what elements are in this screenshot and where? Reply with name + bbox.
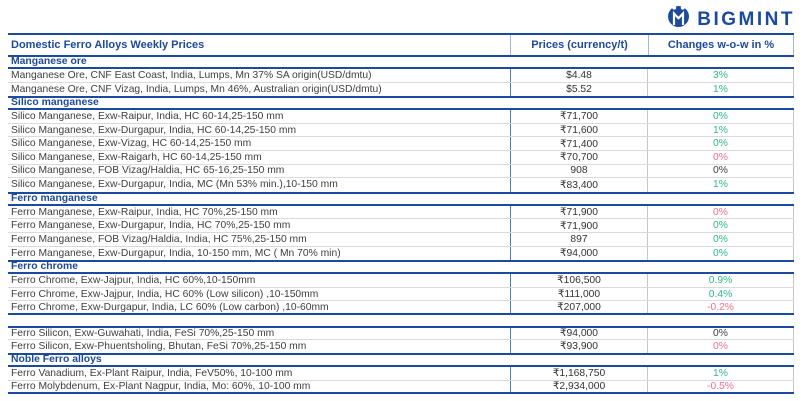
row-label: Ferro Manganese, FOB Vizag/Haldia, India…: [11, 233, 307, 245]
table-row: Ferro Silicon, Exw-Phuentsholing, Bhutan…: [8, 339, 794, 354]
row-label: Silico Manganese, Exw-Raigarh, HC 60-14,…: [11, 151, 262, 163]
section-header-silico-manganese: Silico manganese: [8, 96, 794, 111]
row-label: Ferro Silicon, Exw-Guwahati, India, FeSi…: [11, 327, 275, 339]
row-label: Ferro Manganese, Exw-Durgapur, India, 10…: [11, 247, 341, 259]
price-value: ₹83,400: [510, 178, 648, 192]
section-header-ferro-manganese: Ferro manganese: [8, 191, 794, 206]
change-value: 0%: [648, 150, 794, 164]
change-value: 0%: [648, 110, 794, 123]
table-row: Manganese Ore, CNF East Coast, India, Lu…: [8, 69, 794, 83]
change-value: 0%: [648, 219, 794, 232]
row-label: Ferro Chrome, Exw-Durgapur, India, LC 60…: [11, 301, 329, 313]
price-value: $4.48: [510, 69, 648, 82]
price-value: ₹71,400: [510, 137, 648, 150]
price-value: ₹111,000: [510, 287, 648, 301]
col-header-prices: Prices (currency/t): [510, 35, 648, 55]
section-header-noble-ferro-alloys: Noble Ferro alloys: [8, 353, 794, 368]
table-row: Ferro Manganese, Exw-Durgapur, India, HC…: [8, 219, 794, 233]
spacer-row: [8, 315, 794, 326]
table-row: Ferro Chrome, Exw-Jajpur, India, HC 60%,…: [8, 274, 794, 288]
col-header-changes: Changes w-o-w in %: [648, 35, 794, 55]
price-value: 908: [510, 164, 648, 178]
price-value: ₹207,000: [510, 301, 648, 313]
price-value: ₹94,000: [510, 246, 648, 261]
row-label: Silico Manganese, Exw-Durgapur, India, M…: [11, 179, 338, 191]
row-label: Ferro Molybdenum, Ex-Plant Nagpur, India…: [11, 380, 311, 392]
table-row: Ferro Vanadium, Ex-Plant Raipur, India, …: [8, 367, 794, 381]
change-value: 1%: [648, 367, 794, 380]
row-label: Ferro Vanadium, Ex-Plant Raipur, India, …: [11, 367, 293, 379]
table-row: Ferro Chrome, Exw-Jajpur, India, HC 60% …: [8, 287, 794, 302]
change-value: 0.4%: [648, 287, 794, 301]
change-value: 0%: [648, 246, 794, 261]
table-row: Silico Manganese, Exw-Raigarh, HC 60-14,…: [8, 150, 794, 165]
table-row: Ferro Silicon, Exw-Guwahati, India, FeSi…: [8, 325, 794, 340]
price-value: ₹71,900: [510, 219, 648, 232]
change-value: 0%: [648, 232, 794, 246]
change-value: -0.2%: [648, 301, 794, 313]
row-label: Manganese Ore, CNF East Coast, India, Lu…: [11, 69, 372, 81]
table-row: Ferro Manganese, Exw-Durgapur, India, 10…: [8, 246, 794, 261]
price-value: ₹93,900: [510, 339, 648, 354]
table-row: Silico Manganese, Exw-Durgapur, India, H…: [8, 123, 794, 138]
row-label: Silico Manganese, Exw-Raipur, India, HC …: [11, 110, 284, 122]
price-value: ₹71,900: [510, 205, 648, 219]
change-value: 1%: [648, 178, 794, 192]
table-body: Manganese ore Manganese Ore, CNF East Coa…: [8, 55, 794, 395]
table-row: Ferro Manganese, FOB Vizag/Haldia, India…: [8, 232, 794, 247]
change-value: 1%: [648, 82, 794, 97]
row-label: Ferro Manganese, Exw-Raipur, India, HC 7…: [11, 206, 278, 218]
table-header-row: Domestic Ferro Alloys Weekly Prices Pric…: [8, 35, 794, 55]
section-header-manganese-ore: Manganese ore: [8, 55, 794, 69]
row-label: Ferro Silicon, Exw-Phuentsholing, Bhutan…: [11, 340, 307, 352]
row-label: Ferro Chrome, Exw-Jajpur, India, HC 60% …: [11, 288, 319, 300]
price-value: 897: [510, 232, 648, 246]
change-value: -0.5%: [648, 380, 794, 393]
brand-logo: BIGMINT: [666, 4, 795, 34]
table-row: Silico Manganese, Exw-Raipur, India, HC …: [8, 110, 794, 124]
row-label: Manganese Ore, CNF Vizag, India, Lumps, …: [11, 83, 382, 95]
change-value: 1%: [648, 123, 794, 137]
table-row: Silico Manganese, Exw-Durgapur, India, M…: [8, 178, 794, 192]
row-label: Silico Manganese, Exw-Vizag, HC 60-14,25…: [11, 138, 252, 150]
table-title: Domestic Ferro Alloys Weekly Prices: [11, 39, 205, 51]
row-label: Silico Manganese, Exw-Durgapur, India, H…: [11, 124, 297, 136]
row-label: Silico Manganese, FOB Vizag/Haldia, HC 6…: [11, 165, 285, 177]
price-value: ₹71,700: [510, 110, 648, 123]
price-value: ₹106,500: [510, 274, 648, 287]
table-row: Ferro Chrome, Exw-Durgapur, India, LC 60…: [8, 301, 794, 315]
row-label: Ferro Manganese, Exw-Durgapur, India, HC…: [11, 220, 291, 232]
change-value: 0%: [648, 205, 794, 219]
table-row: Silico Manganese, Exw-Vizag, HC 60-14,25…: [8, 137, 794, 151]
price-value: ₹94,000: [510, 327, 648, 339]
table-row: Ferro Manganese, Exw-Raipur, India, HC 7…: [8, 205, 794, 220]
price-value: ₹1,168,750: [510, 367, 648, 380]
change-value: 3%: [648, 69, 794, 82]
bigmint-icon: [666, 4, 691, 34]
price-value: ₹71,600: [510, 123, 648, 137]
change-value: 0%: [648, 137, 794, 150]
brand-name: BIGMINT: [697, 8, 795, 30]
row-label: Ferro Chrome, Exw-Jajpur, India, HC 60%,…: [11, 274, 256, 286]
table-row: Ferro Molybdenum, Ex-Plant Nagpur, India…: [8, 380, 794, 395]
price-table: Domestic Ferro Alloys Weekly Prices Pric…: [8, 33, 794, 395]
section-header-ferro-chrome: Ferro chrome: [8, 260, 794, 275]
price-value: $5.52: [510, 82, 648, 97]
price-value: ₹2,934,000: [510, 380, 648, 393]
change-value: 0.9%: [648, 274, 794, 287]
change-value: 0%: [648, 164, 794, 178]
table-row: Manganese Ore, CNF Vizag, India, Lumps, …: [8, 82, 794, 97]
price-value: ₹70,700: [510, 150, 648, 164]
table-row: Silico Manganese, FOB Vizag/Haldia, HC 6…: [8, 164, 794, 179]
change-value: 0%: [648, 339, 794, 354]
change-value: 0%: [648, 327, 794, 339]
